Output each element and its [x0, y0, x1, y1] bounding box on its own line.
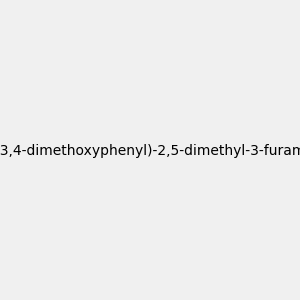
Text: N-(3,4-dimethoxyphenyl)-2,5-dimethyl-3-furamide: N-(3,4-dimethoxyphenyl)-2,5-dimethyl-3-f…: [0, 145, 300, 158]
